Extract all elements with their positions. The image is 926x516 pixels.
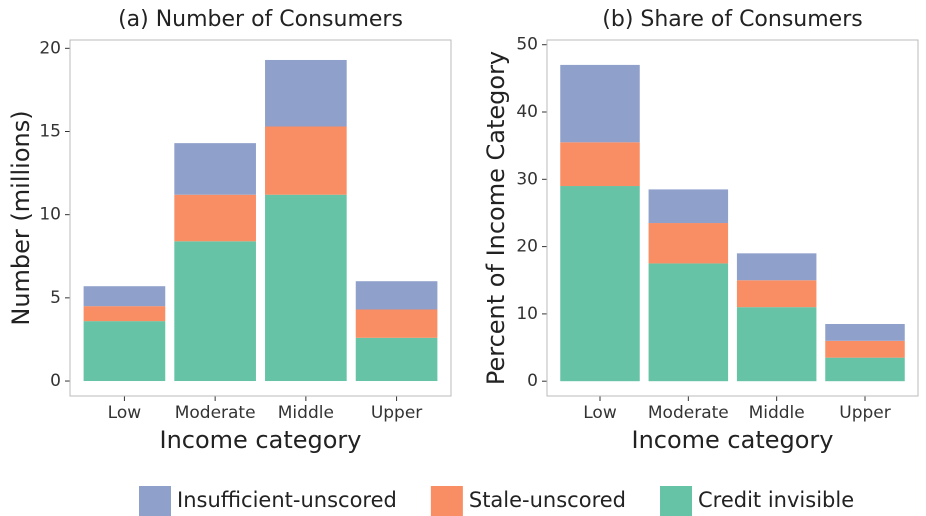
x-tick-label: Low <box>583 403 617 423</box>
bar-segment <box>736 280 817 308</box>
bar-segment <box>265 126 347 195</box>
bar-segment <box>825 323 905 341</box>
y-tick-label: 20 <box>516 237 538 257</box>
bar-segment <box>355 337 438 382</box>
bar-segment <box>736 307 817 382</box>
bar-segment <box>560 142 640 187</box>
y-tick-label: 10 <box>516 304 538 324</box>
x-axis-title: Income category <box>631 426 833 454</box>
legend-swatch <box>139 486 171 516</box>
bar-segment <box>355 309 438 338</box>
y-axis-title: Percent of Income Category <box>482 51 510 385</box>
bar-segment <box>736 253 817 281</box>
y-tick-label: 0 <box>50 371 61 391</box>
x-tick-label: Low <box>108 403 142 423</box>
bar-segment <box>174 194 256 242</box>
x-tick-label: Middle <box>749 403 805 423</box>
y-tick-label: 30 <box>516 169 538 189</box>
bar-segment <box>174 241 256 382</box>
bar-segment <box>83 321 166 382</box>
x-tick-label: Middle <box>278 403 334 423</box>
y-tick-label: 15 <box>39 121 61 141</box>
bar-segment <box>265 194 347 382</box>
bar-segment <box>83 306 166 322</box>
panel-border <box>546 39 919 397</box>
legend-label: Credit invisible <box>698 488 854 512</box>
panel-title: (a) Number of Consumers <box>118 7 403 32</box>
bar-segment <box>355 281 438 310</box>
y-axis-title: Number (millions) <box>7 110 35 325</box>
panel-title: (b) Share of Consumers <box>602 7 862 32</box>
bar-segment <box>265 59 347 127</box>
y-tick-label: 50 <box>516 35 538 55</box>
x-tick-label: Upper <box>371 403 422 423</box>
y-tick-label: 5 <box>50 288 61 308</box>
bar-segment <box>648 223 729 264</box>
x-tick-label: Upper <box>839 403 890 423</box>
x-axis-title: Income category <box>159 426 361 454</box>
bar-segment <box>825 340 905 358</box>
bar-segment <box>560 186 640 382</box>
y-tick-label: 0 <box>527 371 538 391</box>
legend-swatch <box>430 486 463 516</box>
bar-segment <box>648 189 729 224</box>
legend-swatch <box>660 486 693 516</box>
panel-border <box>69 39 452 397</box>
x-tick-label: Moderate <box>648 403 729 423</box>
bar-segment <box>83 286 166 307</box>
bar-segment <box>560 64 640 143</box>
legend-label: Stale-unscored <box>469 488 626 512</box>
bar-segment <box>825 357 905 382</box>
y-tick-label: 40 <box>516 102 538 122</box>
bar-segment <box>648 263 729 382</box>
legend-label: Insufficient-unscored <box>177 488 397 512</box>
y-tick-label: 10 <box>39 205 61 225</box>
x-tick-label: Moderate <box>175 403 256 423</box>
y-tick-label: 20 <box>39 38 61 58</box>
bar-segment <box>174 143 256 195</box>
